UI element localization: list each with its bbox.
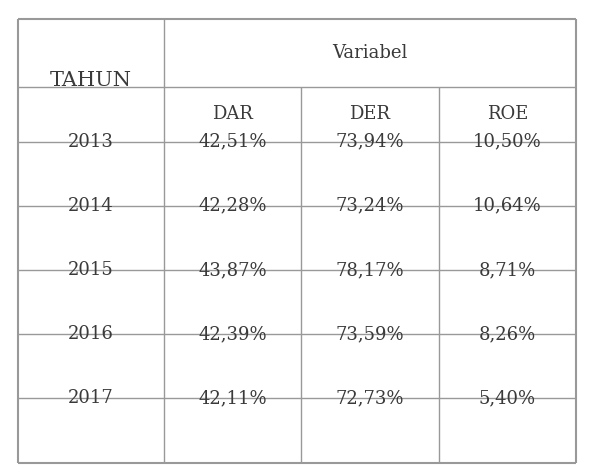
Text: 42,51%: 42,51%: [198, 133, 267, 151]
Text: 2013: 2013: [68, 133, 113, 151]
Text: 8,71%: 8,71%: [479, 261, 536, 279]
Text: 10,64%: 10,64%: [473, 197, 542, 215]
Text: 2017: 2017: [68, 389, 113, 407]
Text: 2015: 2015: [68, 261, 113, 279]
Text: 2014: 2014: [68, 197, 113, 215]
Text: 8,26%: 8,26%: [479, 325, 536, 343]
Text: 72,73%: 72,73%: [336, 389, 404, 407]
Text: 42,39%: 42,39%: [198, 325, 267, 343]
Text: 2016: 2016: [68, 325, 113, 343]
Text: DER: DER: [349, 105, 390, 124]
Text: 73,94%: 73,94%: [336, 133, 405, 151]
Text: 43,87%: 43,87%: [198, 261, 267, 279]
Text: 73,24%: 73,24%: [336, 197, 404, 215]
Text: 42,28%: 42,28%: [198, 197, 267, 215]
Text: Variabel: Variabel: [332, 44, 407, 62]
Text: 42,11%: 42,11%: [198, 389, 267, 407]
Text: 5,40%: 5,40%: [479, 389, 536, 407]
Text: TAHUN: TAHUN: [50, 71, 132, 90]
Text: ROE: ROE: [486, 105, 528, 124]
Text: 78,17%: 78,17%: [336, 261, 405, 279]
Text: 73,59%: 73,59%: [336, 325, 405, 343]
Text: DAR: DAR: [212, 105, 253, 124]
Text: 10,50%: 10,50%: [473, 133, 542, 151]
